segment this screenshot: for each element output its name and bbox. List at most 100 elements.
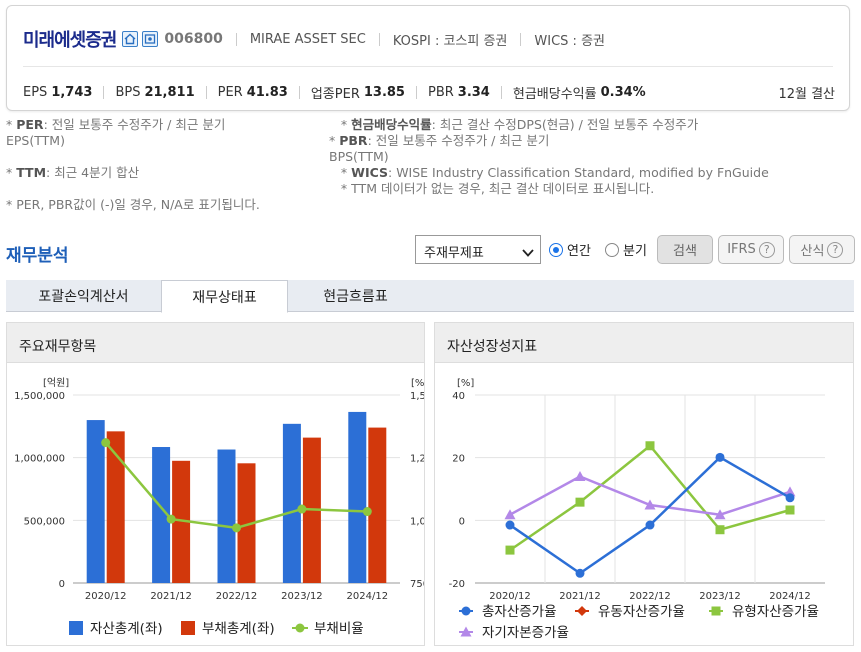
radio-quarter-label: 분기 (623, 244, 647, 259)
search-button[interactable]: 검색 (657, 235, 713, 264)
key-financials-chart: [억원] [%] 0 500,000 1,000,000 1,500,000 750 1,00… (14, 377, 424, 637)
panel-title: 주요재무항목 (7, 323, 424, 363)
point-series (785, 505, 795, 515)
x-tick: 2024/12 (769, 591, 811, 602)
help-icon: ? (827, 241, 844, 258)
note-text: : WISE Industry Classification Standard,… (388, 165, 769, 180)
bar-total-assets (217, 449, 236, 583)
x-tick: 2023/12 (281, 591, 323, 602)
formula-button-label: 산식 (800, 244, 825, 259)
point-series (645, 441, 655, 451)
tab-cash-flow[interactable]: 현금흐름표 (323, 289, 388, 305)
chevron-down-icon (522, 246, 534, 261)
metric-value-industry-per: 13.85 (363, 84, 405, 100)
note-line: * TTM 데이터가 없는 경우, 최근 결산 데이터로 표시됩니다. (329, 181, 769, 197)
metric-value-pbr: 3.34 (457, 84, 490, 100)
legend-label: 부채총계(좌) (202, 621, 275, 637)
radio-quarter[interactable]: 분기 (605, 240, 647, 259)
tab-balance-sheet[interactable]: 재무상태표 (161, 280, 288, 313)
home-icon[interactable] (122, 31, 139, 47)
metric-value-dividend-yield: 0.34% (600, 84, 646, 100)
ir-icon[interactable] (142, 31, 159, 47)
legend-label: 자기자본증가율 (482, 625, 569, 641)
divider (415, 85, 417, 99)
legend-marker (577, 606, 587, 616)
divider (378, 32, 380, 46)
company-title-row: 미래에셋증권 006800 MIRAE ASSET SEC KOSPI : 코스… (23, 26, 605, 52)
note-line (6, 181, 260, 197)
line-series (509, 455, 791, 575)
legend-swatch (295, 623, 305, 633)
legend-swatch (69, 621, 83, 635)
ifrs-button-label: IFRS (727, 242, 756, 257)
note-key: WICS (351, 165, 389, 180)
statement-tabs: 포괄손익계산서 재무상태표 현금흐름표 (6, 280, 854, 313)
point-series (505, 545, 515, 555)
bar-total-assets (282, 423, 301, 583)
line-debt-ratio (104, 441, 368, 530)
ifrs-button[interactable]: IFRS ? (718, 235, 784, 264)
point-debt-ratio (232, 523, 241, 533)
point-debt-ratio (101, 438, 111, 448)
legend-marker (460, 626, 472, 637)
legend-label: 유형자산증가율 (732, 604, 819, 620)
radio-annual-dot[interactable] (549, 242, 563, 257)
point-series (715, 452, 725, 462)
metric-label-bps: BPS (115, 84, 141, 100)
point-series (784, 486, 796, 497)
metric-value-bps: 21,811 (144, 84, 195, 100)
asset-growth-chart: [%] -20 0 20 40 2020/12 2021/12 2022/12 2023/12 2… (449, 378, 825, 641)
point-series (714, 509, 726, 520)
divider (205, 85, 207, 99)
note-line: EPS(TTM) (6, 133, 260, 149)
x-tick: 2023/12 (699, 591, 741, 602)
note-text: * TTM 데이터가 없는 경우, 최근 결산 데이터로 표시됩니다. (329, 181, 655, 196)
note-key: PER (16, 117, 44, 132)
radio-annual-label: 연간 (567, 244, 591, 259)
x-tick: 2020/12 (85, 591, 127, 602)
tab-income-statement[interactable]: 포괄손익계산서 (38, 289, 129, 305)
point-series (645, 520, 655, 530)
y-tick-right: 1,50 (410, 391, 424, 402)
y-tick: 0 (459, 516, 465, 527)
radio-quarter-dot[interactable] (605, 242, 619, 257)
y-tick-right: 1,25 (410, 454, 424, 465)
market-label: KOSPI : 코스피 증권 (392, 33, 508, 49)
key-financials-panel: 주요재무항목 [억원] [%] 0 500,000 1,000,000 1,500,000… (6, 322, 425, 646)
point-debt-ratio (362, 507, 372, 517)
metric-label-dividend-yield: 현금배당수익률 (512, 86, 597, 102)
radio-annual[interactable]: 연간 (549, 240, 591, 259)
point-debt-ratio (297, 504, 307, 514)
note-text: : 최근 결산 수정DPS(현금) / 전일 보통주 수정주가 (431, 117, 699, 132)
note-bullet: * (329, 117, 352, 132)
statement-type-select[interactable]: 주재무제표 (415, 235, 541, 264)
metric-label-pbr: PBR (427, 84, 454, 100)
legend-marker (711, 606, 721, 616)
note-line: * PBR: 전일 보통주 수정주가 / 최근 분기 (329, 133, 769, 149)
point-series (575, 497, 585, 507)
note-text: BPS(TTM) (329, 149, 389, 164)
note-bullet: * (6, 117, 17, 132)
formula-button[interactable]: 산식 ? (789, 235, 855, 264)
note-text: : 전일 보통주 수정주가 / 최근 분기 (43, 117, 226, 132)
bar-total-liabilities (237, 463, 256, 583)
bar-total-assets (86, 420, 105, 583)
notes-right: * 현금배당수익률: 최근 결산 수정DPS(현금) / 전일 보통주 수정주가… (329, 117, 769, 197)
point-series (504, 509, 516, 520)
line-series (509, 444, 791, 552)
settlement-month: 12월 결산 (778, 86, 835, 102)
bar-total-liabilities (368, 427, 387, 583)
divider (500, 85, 502, 99)
asset-growth-panel: 자산성장성지표 [%] -20 0 20 40 2020/12 2021/12 2022/12… (434, 322, 854, 646)
x-tick: 2021/12 (559, 591, 601, 602)
legend-label: 유동자산증가율 (598, 604, 685, 620)
note-line: * 현금배당수익률: 최근 결산 수정DPS(현금) / 전일 보통주 수정주가 (329, 117, 769, 133)
x-tick: 2020/12 (489, 591, 531, 602)
divider (298, 85, 300, 99)
divider (23, 66, 833, 67)
help-icon: ? (758, 241, 775, 258)
metric-label-eps: EPS (23, 84, 48, 100)
bar-total-liabilities (106, 431, 125, 583)
y-axis-unit: [%] (457, 378, 474, 389)
note-text: : 전일 보통주 수정주가 / 최근 분기 (367, 133, 550, 148)
